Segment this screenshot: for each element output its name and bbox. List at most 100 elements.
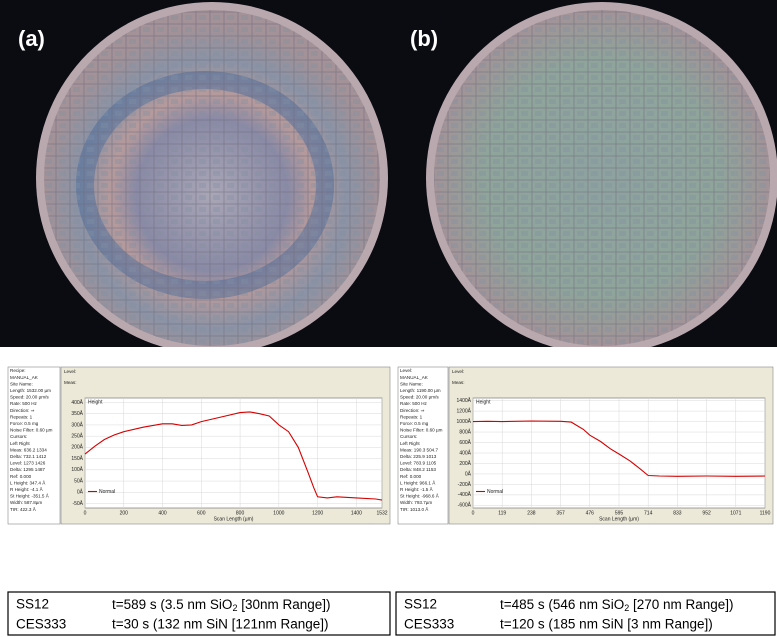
sidebar-text: St Height: -968.6 Å — [400, 493, 440, 499]
y-tick-label: 1200Å — [457, 407, 472, 414]
caption-subscript: 2 — [624, 603, 629, 613]
sidebar-text: Direction: ⇒ — [400, 408, 425, 413]
panel-label: (a) — [18, 26, 45, 51]
x-tick-label: 476 — [586, 510, 595, 516]
caption-part: [30nm Range]) — [237, 597, 330, 612]
sidebar-text: Width: 793.7µm — [400, 500, 432, 505]
sidebar — [7, 366, 61, 525]
x-tick-label: 0 — [84, 510, 87, 516]
x-axis-label: Scan Length (µm) — [599, 516, 639, 522]
x-axis-label: Scan Length (µm) — [214, 516, 254, 522]
sidebar-text: Cursors: — [10, 434, 27, 439]
sidebar-text: Delta: 732.1 1412 — [10, 454, 47, 459]
x-tick-label: 119 — [498, 510, 506, 516]
caption-text: t=30 s (132 nm SiN [121nm Range]) — [112, 617, 329, 632]
sidebar-text: R Height: -4.1 Å — [10, 486, 44, 492]
y-tick-label: 350Å — [71, 410, 83, 417]
caption-sample: CES333 — [16, 617, 66, 632]
sidebar-text: Delta: 225.9 1013 — [400, 454, 437, 459]
wafer-dies — [434, 10, 770, 346]
x-tick-label: 1200 — [312, 510, 323, 516]
sidebar-text: Direction: ⇒ — [10, 408, 35, 413]
caption-box — [7, 591, 391, 636]
x-tick-label: 238 — [527, 510, 536, 516]
sidebar-text: L Height: 966.1 Å — [400, 479, 436, 485]
sidebar-text: Meas: 636.2 1334 — [10, 447, 47, 452]
header-text: Meas: — [64, 380, 77, 385]
y-tick-label: -50Å — [72, 500, 83, 507]
x-tick-label: 0 — [472, 510, 475, 516]
sidebar-text: Ref: 0.000 — [10, 474, 32, 479]
y-axis-label: Height — [88, 399, 103, 405]
sidebar-text: Meas: 190.3 504.7 — [400, 447, 438, 452]
caption-part: t=485 s (546 nm SiO — [500, 597, 624, 612]
y-tick-label: 800Å — [459, 428, 471, 435]
caption-subscript: 2 — [232, 603, 237, 613]
caption-sample: SS12 — [16, 597, 49, 612]
sidebar-text: Force: 0.5 mg — [400, 421, 429, 426]
y-tick-label: 50Å — [74, 477, 84, 484]
caption-text: t=120 s (185 nm SiN [3 nm Range]) — [500, 617, 713, 632]
x-tick-label: 1532 — [376, 510, 387, 516]
sidebar-text: MANUAL_AK — [400, 375, 429, 380]
x-tick-label: 952 — [702, 510, 711, 516]
sidebar-text: Left Right — [10, 441, 30, 446]
sidebar-text: TIR: 1013.0 Å — [400, 506, 429, 512]
x-tick-label: 1000 — [273, 510, 284, 516]
sidebar-text: Speed: 20.00 µm/s — [10, 395, 49, 400]
y-tick-label: 200Å — [459, 460, 471, 467]
sidebar-text: Repeats: 1 — [400, 414, 423, 419]
x-tick-label: 1190 — [760, 510, 771, 516]
caption-box — [395, 591, 776, 636]
header-text: Level: — [64, 369, 76, 374]
sidebar-text: Level: 783.9 1105 — [400, 461, 437, 466]
y-tick-label: -400Å — [458, 491, 472, 498]
x-tick-label: 357 — [556, 510, 565, 516]
y-tick-label: 200Å — [71, 444, 83, 451]
wafer-dies — [44, 10, 380, 346]
sidebar-text: Level: 1273 1426 — [10, 461, 46, 466]
x-tick-label: 800 — [236, 510, 245, 516]
sidebar-text: Speed: 20.00 µm/s — [400, 395, 439, 400]
data-line — [84, 411, 383, 501]
sidebar-text: Level: — [400, 368, 412, 373]
x-tick-label: 1071 — [730, 510, 741, 516]
sidebar-text: Delta: 1295 1487 — [10, 467, 45, 472]
legend-label: Normal — [99, 489, 115, 495]
sidebar-text: Noise Filter: 0.60 µm — [10, 428, 53, 433]
x-tick-label: 200 — [120, 510, 129, 516]
sidebar-text: Rate: 500 Hz — [10, 401, 38, 406]
y-tick-label: 400Å — [71, 399, 83, 406]
sidebar-text: Ref: 0.000 — [400, 474, 422, 479]
sidebar-text: L Height: 347.4 Å — [10, 479, 46, 485]
caption-part: [270 nm Range]) — [629, 597, 733, 612]
sidebar-text: St Height: -351.5 Å — [10, 493, 50, 499]
sidebar-text: Length: 1532.00 µm — [10, 388, 51, 393]
caption-text: t=589 s (3.5 nm SiO2 [30nm Range]) — [112, 597, 331, 614]
sidebar — [397, 366, 449, 525]
panel-label: (b) — [410, 26, 438, 51]
x-tick-label: 400 — [158, 510, 167, 516]
y-tick-label: 400Å — [459, 449, 471, 456]
sidebar-text: Site Name: — [10, 381, 33, 386]
y-tick-label: 250Å — [71, 432, 83, 439]
caption-sample: SS12 — [404, 597, 437, 612]
y-tick-label: 1000Å — [457, 418, 472, 425]
caption-text: t=485 s (546 nm SiO2 [270 nm Range]) — [500, 597, 734, 614]
y-tick-label: -200Å — [458, 481, 472, 488]
x-tick-label: 595 — [615, 510, 624, 516]
plot-area — [84, 397, 383, 509]
sidebar-text: Recipe: — [10, 368, 26, 373]
sidebar-text: Repeats: 1 — [10, 414, 33, 419]
header-text: Meas: — [452, 380, 465, 385]
x-tick-label: 714 — [644, 510, 653, 516]
y-tick-label: 0Å — [77, 489, 84, 496]
x-tick-label: 833 — [673, 510, 682, 516]
sidebar-text: Force: 0.5 mg — [10, 421, 39, 426]
y-tick-label: 600Å — [459, 439, 471, 446]
x-tick-label: 600 — [197, 510, 206, 516]
y-tick-label: 0Å — [465, 470, 472, 477]
y-tick-label: -600Å — [458, 502, 472, 509]
caption-part: t=589 s (3.5 nm SiO — [112, 597, 232, 612]
